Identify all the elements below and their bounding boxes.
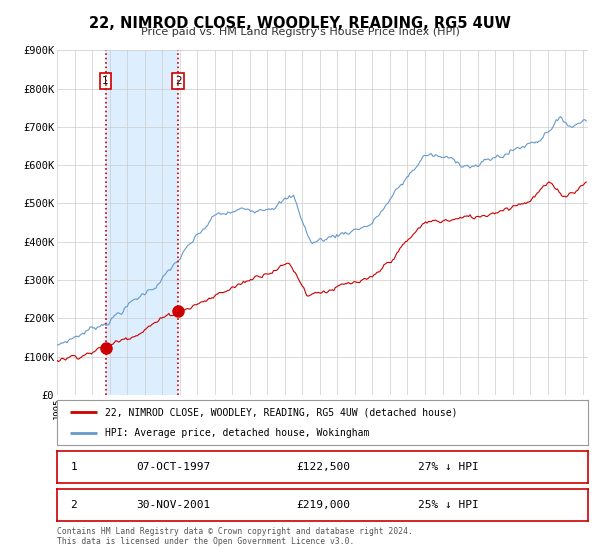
Text: 22, NIMROD CLOSE, WOODLEY, READING, RG5 4UW (detached house): 22, NIMROD CLOSE, WOODLEY, READING, RG5 … (105, 408, 457, 418)
Text: £219,000: £219,000 (296, 500, 350, 510)
Text: 2: 2 (70, 500, 77, 510)
Text: This data is licensed under the Open Government Licence v3.0.: This data is licensed under the Open Gov… (57, 536, 355, 546)
Text: 27% ↓ HPI: 27% ↓ HPI (418, 462, 479, 472)
Text: 22, NIMROD CLOSE, WOODLEY, READING, RG5 4UW: 22, NIMROD CLOSE, WOODLEY, READING, RG5 … (89, 16, 511, 31)
Text: £122,500: £122,500 (296, 462, 350, 472)
Bar (106, 50, 178, 395)
Text: 1: 1 (102, 76, 109, 86)
Text: Contains HM Land Registry data © Crown copyright and database right 2024.: Contains HM Land Registry data © Crown c… (57, 528, 413, 536)
Text: 30-NOV-2001: 30-NOV-2001 (137, 500, 211, 510)
Text: 1: 1 (70, 462, 77, 472)
Text: HPI: Average price, detached house, Wokingham: HPI: Average price, detached house, Woki… (105, 428, 369, 438)
Text: Price paid vs. HM Land Registry's House Price Index (HPI): Price paid vs. HM Land Registry's House … (140, 27, 460, 38)
Text: 2: 2 (175, 76, 182, 86)
Text: 25% ↓ HPI: 25% ↓ HPI (418, 500, 479, 510)
Text: 07-OCT-1997: 07-OCT-1997 (137, 462, 211, 472)
